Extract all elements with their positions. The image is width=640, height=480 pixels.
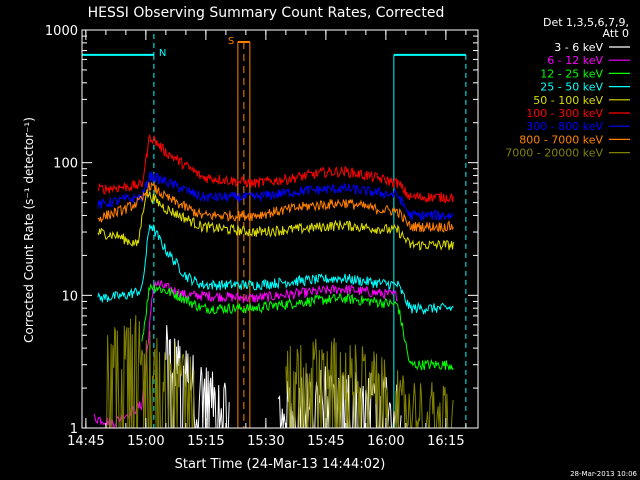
y-axis-label: Corrected Count Rate (s⁻¹ detector⁻¹)	[22, 117, 36, 343]
x-tick-label: 15:15	[187, 434, 224, 449]
y-tick-label: 1000	[45, 24, 78, 39]
legend-entry-label: 12 - 25 keV	[540, 67, 603, 80]
y-tick-label: 100	[53, 157, 78, 172]
series-line	[97, 224, 454, 316]
timestamp: 28-Mar-2013 10:06	[570, 470, 637, 478]
legend-entry-label: 25 - 50 keV	[540, 81, 603, 94]
x-tick-label: 15:00	[127, 434, 164, 449]
legend-entry-label: 50 - 100 keV	[533, 94, 603, 107]
x-axis-label: Start Time (24-Mar-13 14:44:02)	[175, 457, 386, 472]
x-tick-label: 16:15	[427, 434, 464, 449]
legend-entry-label: 7000 - 20000 keV	[505, 147, 603, 160]
x-tick-label: 16:00	[367, 434, 404, 449]
legend-header-line: Att 0	[603, 27, 629, 40]
x-tick-label: 14:45	[67, 434, 104, 449]
legend-entry-label: 800 - 7000 keV	[519, 133, 603, 146]
series-line	[97, 171, 454, 222]
series-line	[97, 181, 454, 233]
y-tick-label: 10	[61, 289, 78, 304]
series-line	[141, 283, 454, 371]
axes: 1 10 100 1000 14:45 15:00 15:15 15:30 15:45 16:00…	[45, 24, 479, 449]
y-tick-label: 1	[70, 422, 78, 437]
plot-border	[81, 29, 479, 429]
x-tick-label: 15:30	[247, 434, 284, 449]
saa-label: S	[228, 36, 234, 47]
series-group	[93, 134, 454, 430]
x-tick-label: 15:45	[307, 434, 344, 449]
legend-entry-label: 100 - 300 keV	[526, 107, 603, 120]
chart-title: HESSI Observing Summary Count Rates, Cor…	[88, 5, 445, 21]
legend-entry-label: 6 - 12 keV	[547, 54, 603, 67]
series-line	[97, 134, 454, 204]
legend-entry-label: 300 - 800 keV	[526, 120, 603, 133]
legend-header-line: Det 1,3,5,6,7,9,	[543, 16, 629, 29]
legend-entry-label: 3 - 6 keV	[554, 41, 603, 54]
night-label: N	[159, 48, 166, 59]
series-line	[97, 189, 454, 251]
